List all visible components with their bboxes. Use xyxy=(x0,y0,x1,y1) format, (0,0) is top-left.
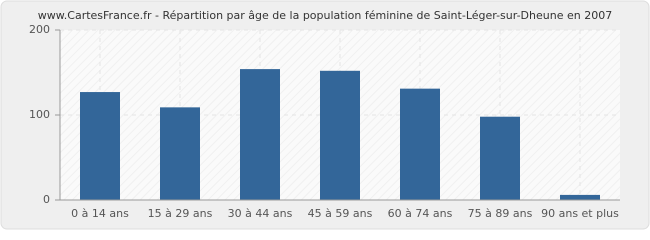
bar xyxy=(320,70,360,200)
x-tick-label: 0 à 14 ans xyxy=(71,207,129,220)
chart: www.CartesFrance.fr - Répartition par âg… xyxy=(0,0,650,230)
y-tick-label: 200 xyxy=(29,23,50,36)
x-tick-label: 75 à 89 ans xyxy=(468,207,533,220)
y-tick-label: 100 xyxy=(29,108,50,121)
bar xyxy=(560,194,600,200)
y-tick-label: 0 xyxy=(43,193,50,206)
bar xyxy=(240,69,280,200)
chart-title: www.CartesFrance.fr - Répartition par âg… xyxy=(38,9,612,22)
x-tick-label: 90 ans et plus xyxy=(541,207,619,220)
bar xyxy=(400,88,440,200)
bar xyxy=(480,116,520,200)
x-tick-label: 60 à 74 ans xyxy=(388,207,453,220)
x-tick-label: 15 à 29 ans xyxy=(148,207,213,220)
x-tick-label: 30 à 44 ans xyxy=(228,207,293,220)
bar xyxy=(80,92,120,200)
x-tick-label: 45 à 59 ans xyxy=(308,207,373,220)
bar xyxy=(160,107,200,200)
